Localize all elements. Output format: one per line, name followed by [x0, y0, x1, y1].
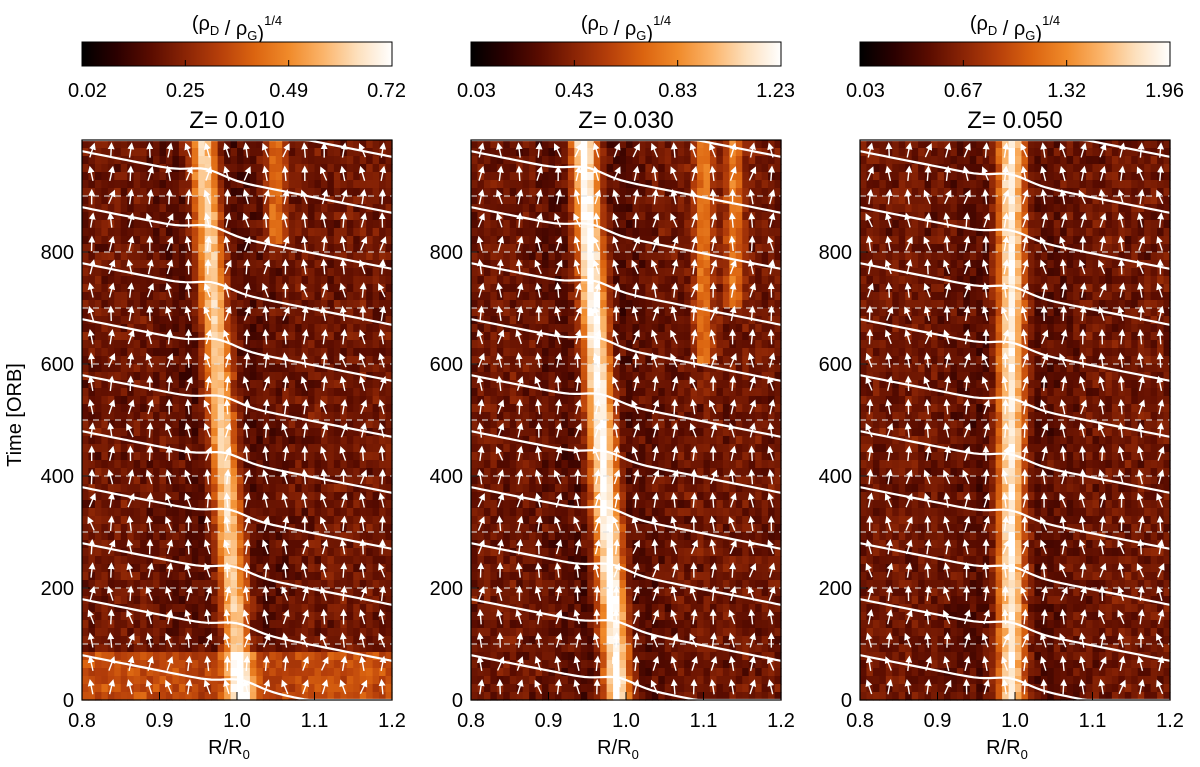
- colorbar-tick-label: 0.03: [457, 80, 496, 102]
- colorbar-tick-label: 1.96: [1145, 80, 1184, 102]
- colorbar-tick-label: 1.32: [1047, 80, 1086, 102]
- x-axis-label: R/R0: [208, 737, 250, 762]
- x-tick-label: 1.1: [690, 710, 718, 732]
- y-axis-label: Time [ORB]: [4, 363, 26, 467]
- x-tick-label: 0.9: [146, 710, 174, 732]
- colorbar-title: (ρD / ρG)1/4: [970, 13, 1060, 45]
- x-tick-label: 1.1: [1079, 710, 1107, 732]
- y-tick-label: 800: [430, 242, 463, 264]
- colorbar-tick-label: 0.25: [166, 80, 205, 102]
- y-tick-label: 600: [430, 354, 463, 376]
- y-tick-label: 200: [819, 578, 852, 600]
- x-tick-label: 1.0: [223, 710, 251, 732]
- colorbar-tick-label: 0.83: [658, 80, 697, 102]
- x-tick-label: 0.8: [846, 710, 874, 732]
- y-tick-label: 400: [430, 466, 463, 488]
- panel-title: Z= 0.030: [578, 107, 673, 134]
- colorbar-tick-label: 0.02: [68, 80, 107, 102]
- x-tick-label: 0.8: [68, 710, 96, 732]
- y-tick-label: 200: [41, 578, 74, 600]
- y-tick-label: 0: [452, 690, 463, 712]
- colorbar-title: (ρD / ρG)1/4: [192, 13, 282, 45]
- panel-title: Z= 0.050: [967, 107, 1062, 134]
- colorbar-tick-label: 0.03: [846, 80, 885, 102]
- colorbar-tick-label: 0.49: [269, 80, 308, 102]
- y-tick-label: 600: [41, 354, 74, 376]
- x-tick-label: 1.2: [378, 710, 406, 732]
- y-tick-label: 200: [430, 578, 463, 600]
- y-tick-label: 800: [819, 242, 852, 264]
- colorbar: [82, 42, 392, 66]
- y-tick-label: 0: [63, 690, 74, 712]
- y-tick-label: 400: [41, 466, 74, 488]
- x-tick-label: 1.0: [1001, 710, 1029, 732]
- x-tick-label: 0.8: [457, 710, 485, 732]
- y-tick-label: 400: [819, 466, 852, 488]
- colorbar-tick-label: 0.72: [367, 80, 406, 102]
- x-tick-label: 1.2: [767, 710, 795, 732]
- x-axis-label: R/R0: [986, 737, 1028, 762]
- colorbar-tick-label: 0.67: [944, 80, 983, 102]
- x-tick-label: 1.2: [1156, 710, 1184, 732]
- panel-title: Z= 0.010: [189, 107, 284, 134]
- colorbar-title: (ρD / ρG)1/4: [581, 13, 671, 45]
- x-tick-label: 1.1: [301, 710, 329, 732]
- colorbar-tick-label: 0.43: [555, 80, 594, 102]
- colorbar: [860, 42, 1170, 66]
- x-tick-label: 0.9: [535, 710, 563, 732]
- y-tick-label: 600: [819, 354, 852, 376]
- y-tick-label: 800: [41, 242, 74, 264]
- colorbar: [471, 42, 781, 66]
- x-axis-label: R/R0: [597, 737, 639, 762]
- x-tick-label: 0.9: [924, 710, 952, 732]
- colorbar-tick-label: 1.23: [756, 80, 795, 102]
- x-tick-label: 1.0: [612, 710, 640, 732]
- y-tick-label: 0: [841, 690, 852, 712]
